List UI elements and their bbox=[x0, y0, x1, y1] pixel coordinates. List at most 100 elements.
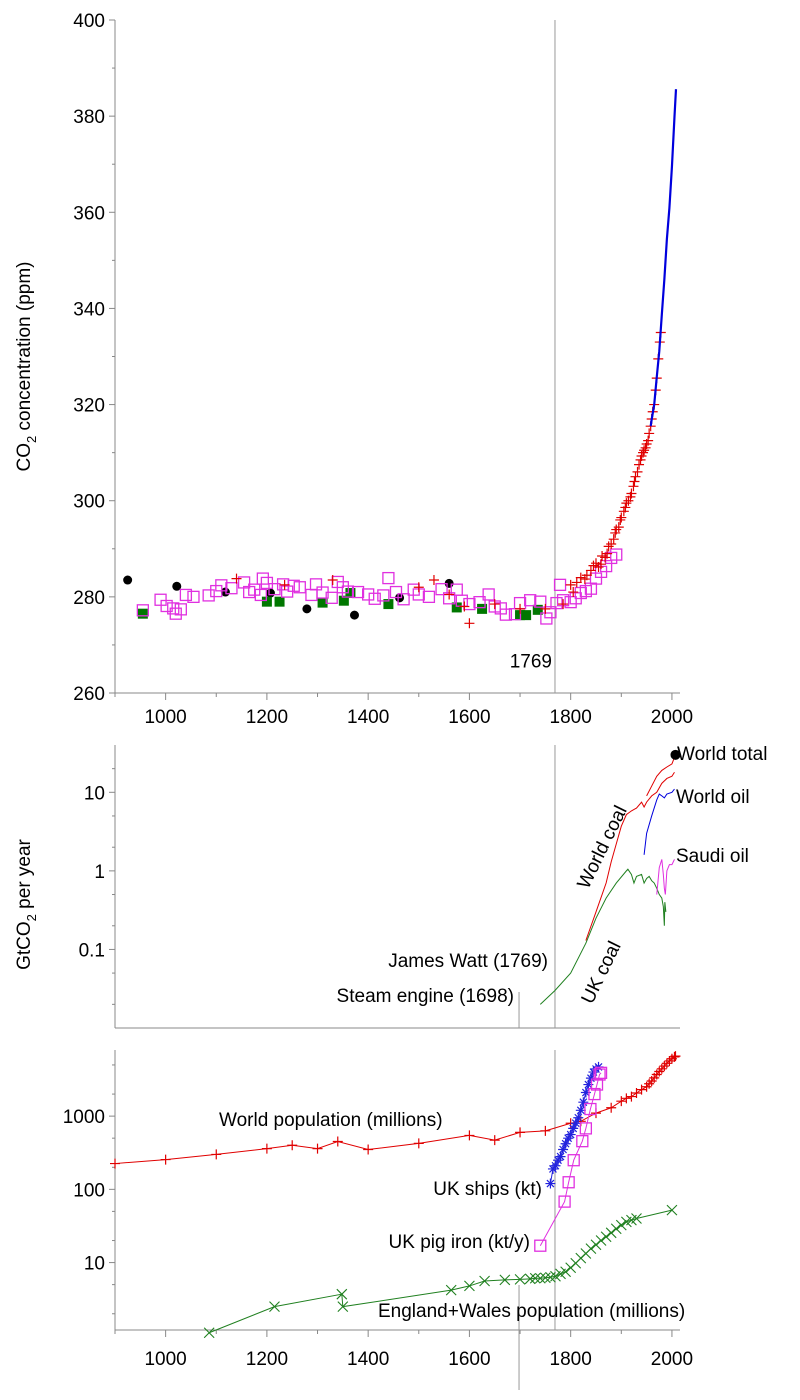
p1-series-2-point-46 bbox=[482, 588, 495, 601]
p3-series-2-line bbox=[539, 1072, 602, 1246]
p3-series-0-point-9 bbox=[464, 1130, 475, 1141]
p2-series-2-line bbox=[643, 788, 675, 855]
p1-xtick-label-1000: 1000 bbox=[144, 707, 186, 728]
p1-series-2-point-2 bbox=[160, 599, 173, 613]
p1-series-3-point-40 bbox=[628, 481, 639, 492]
p3-series-0-point-0 bbox=[110, 1158, 120, 1169]
p1-series-2-point-18 bbox=[268, 583, 281, 596]
p3-series-0-point-16 bbox=[606, 1102, 617, 1113]
p3-series-3-point-4 bbox=[445, 1284, 457, 1296]
p1-series-3-point-27 bbox=[606, 538, 617, 549]
p3-series-3-point-30 bbox=[631, 1213, 642, 1224]
p1-series-3-point-3 bbox=[413, 582, 424, 593]
p1-annotation-1769: 1769 bbox=[510, 652, 552, 673]
p3-annotation-uk-ships: UK ships (kt) bbox=[433, 1179, 542, 1200]
p1-series-0-point-3 bbox=[265, 588, 275, 598]
p1-series-4-line bbox=[649, 89, 678, 427]
p3-series-0-point-4 bbox=[287, 1140, 298, 1151]
p1-series-3-point-47 bbox=[638, 447, 649, 458]
p3-series-3-point-27 bbox=[615, 1219, 627, 1231]
p3-series-3-point-8 bbox=[514, 1273, 526, 1285]
p1-series-2-point-8 bbox=[202, 589, 215, 602]
p1-series-2-point-24 bbox=[309, 578, 323, 591]
p3-series-0-point-29 bbox=[659, 1061, 670, 1072]
p1-xtick-label-2000: 2000 bbox=[651, 707, 693, 728]
p3-series-1-point-2 bbox=[550, 1160, 561, 1171]
p3-series-1-point-10 bbox=[570, 1118, 581, 1129]
p1-series-0-point-4 bbox=[302, 604, 312, 614]
p3-series-0-point-27 bbox=[654, 1066, 665, 1077]
p1-series-3-point-32 bbox=[615, 514, 626, 525]
p1-series-2-point-36 bbox=[397, 593, 410, 606]
p1-series-1-point-4 bbox=[338, 595, 349, 606]
p1-series-2-point-26 bbox=[325, 591, 338, 604]
p3-ytick-label-1: 100 bbox=[73, 1180, 105, 1201]
p1-series-3-point-6 bbox=[459, 601, 470, 612]
p1-series-3-point-44 bbox=[634, 459, 645, 470]
p1-series-3-point-39 bbox=[626, 488, 637, 499]
p1-series-1-point-5 bbox=[345, 588, 356, 599]
p1-series-3-point-9 bbox=[515, 603, 526, 614]
p3-series-3-point-23 bbox=[595, 1235, 607, 1246]
p3-series-0-point-33 bbox=[669, 1051, 680, 1062]
p1-series-3-point-1 bbox=[279, 579, 290, 590]
p1-series-1-point-2 bbox=[274, 596, 285, 607]
p1-series-3-point-36 bbox=[621, 498, 632, 509]
p1-series-3-point-7 bbox=[464, 618, 475, 629]
p3-series-1-point-4 bbox=[555, 1151, 566, 1162]
p1-series-2-point-32 bbox=[368, 592, 381, 605]
p1-series-3-point-18 bbox=[585, 565, 596, 576]
p1-series-3-point-43 bbox=[632, 466, 643, 477]
p1-series-2-point-30 bbox=[351, 585, 365, 599]
p1-series-1-point-7 bbox=[451, 602, 462, 613]
p3-xtick-label-2000: 2000 bbox=[651, 1349, 693, 1370]
p1-series-2-point-52 bbox=[524, 594, 537, 607]
p3-series-3-point-0 bbox=[203, 1327, 215, 1339]
p1-series-1-point-3 bbox=[317, 597, 328, 608]
p3-series-0-point-30 bbox=[661, 1058, 672, 1069]
p3-series-2-point-1 bbox=[558, 1195, 571, 1208]
p1-ytick-label-340: 340 bbox=[73, 299, 105, 320]
p3-series-0-point-5 bbox=[312, 1143, 323, 1154]
p2-annotation-saudi-oil: Saudi oil bbox=[676, 846, 749, 867]
p3-xtick-label-1800: 1800 bbox=[550, 1349, 592, 1370]
p3-series-3-point-1 bbox=[269, 1301, 280, 1313]
p1-series-1-point-1 bbox=[261, 596, 272, 607]
p3-series-0-point-18 bbox=[621, 1093, 632, 1104]
p1-series-1-point-10 bbox=[521, 610, 532, 621]
p1-series-2-point-7 bbox=[187, 590, 200, 604]
p1-series-1-point-6 bbox=[383, 599, 394, 610]
p2-world-total-dot bbox=[670, 749, 681, 760]
p3-series-2-point-8 bbox=[590, 1078, 604, 1091]
p1-series-3-point-51 bbox=[643, 435, 654, 446]
p1-series-3-point-25 bbox=[602, 548, 613, 559]
p2-ytick-label-2: 10 bbox=[84, 783, 105, 804]
p3-series-1-point-7 bbox=[563, 1133, 574, 1144]
p1-series-2-point-33 bbox=[377, 589, 390, 602]
p3-series-3-point-26 bbox=[610, 1223, 622, 1235]
p1-series-1-point-11 bbox=[532, 604, 543, 615]
p1-ytick-label-320: 320 bbox=[73, 396, 105, 417]
p3-ytick-label-2: 1000 bbox=[63, 1107, 105, 1128]
p1-xtick-label-1400: 1400 bbox=[347, 707, 389, 728]
p1-series-3-point-10 bbox=[540, 603, 551, 614]
p2-y-axis-label: GtCO2 per year bbox=[14, 838, 39, 969]
p3-series-1-point-3 bbox=[553, 1155, 564, 1166]
p1-series-3-point-15 bbox=[575, 572, 586, 583]
p3-ytick-label-0: 10 bbox=[84, 1254, 105, 1275]
p3-series-2-point-3 bbox=[567, 1154, 580, 1167]
p3-series-1-point-15 bbox=[583, 1079, 594, 1090]
p3-series-1-point-8 bbox=[565, 1129, 576, 1140]
p1-ytick-label-380: 380 bbox=[73, 107, 105, 128]
p2-annotation-world-total: World total bbox=[677, 744, 767, 765]
p3-series-3-point-9 bbox=[524, 1273, 536, 1285]
p3-series-0-point-1 bbox=[160, 1154, 171, 1165]
p3-series-0-point-34 bbox=[670, 1051, 681, 1062]
p1-series-2-point-44 bbox=[463, 597, 476, 611]
p1-series-3-point-33 bbox=[616, 512, 627, 523]
p1-series-3-point-22 bbox=[596, 559, 607, 570]
p3-series-2-point-0 bbox=[534, 1239, 547, 1252]
p3-series-3-point-6 bbox=[479, 1275, 490, 1287]
p1-series-3-point-17 bbox=[581, 570, 592, 581]
p3-xtick-label-1000: 1000 bbox=[144, 1349, 186, 1370]
